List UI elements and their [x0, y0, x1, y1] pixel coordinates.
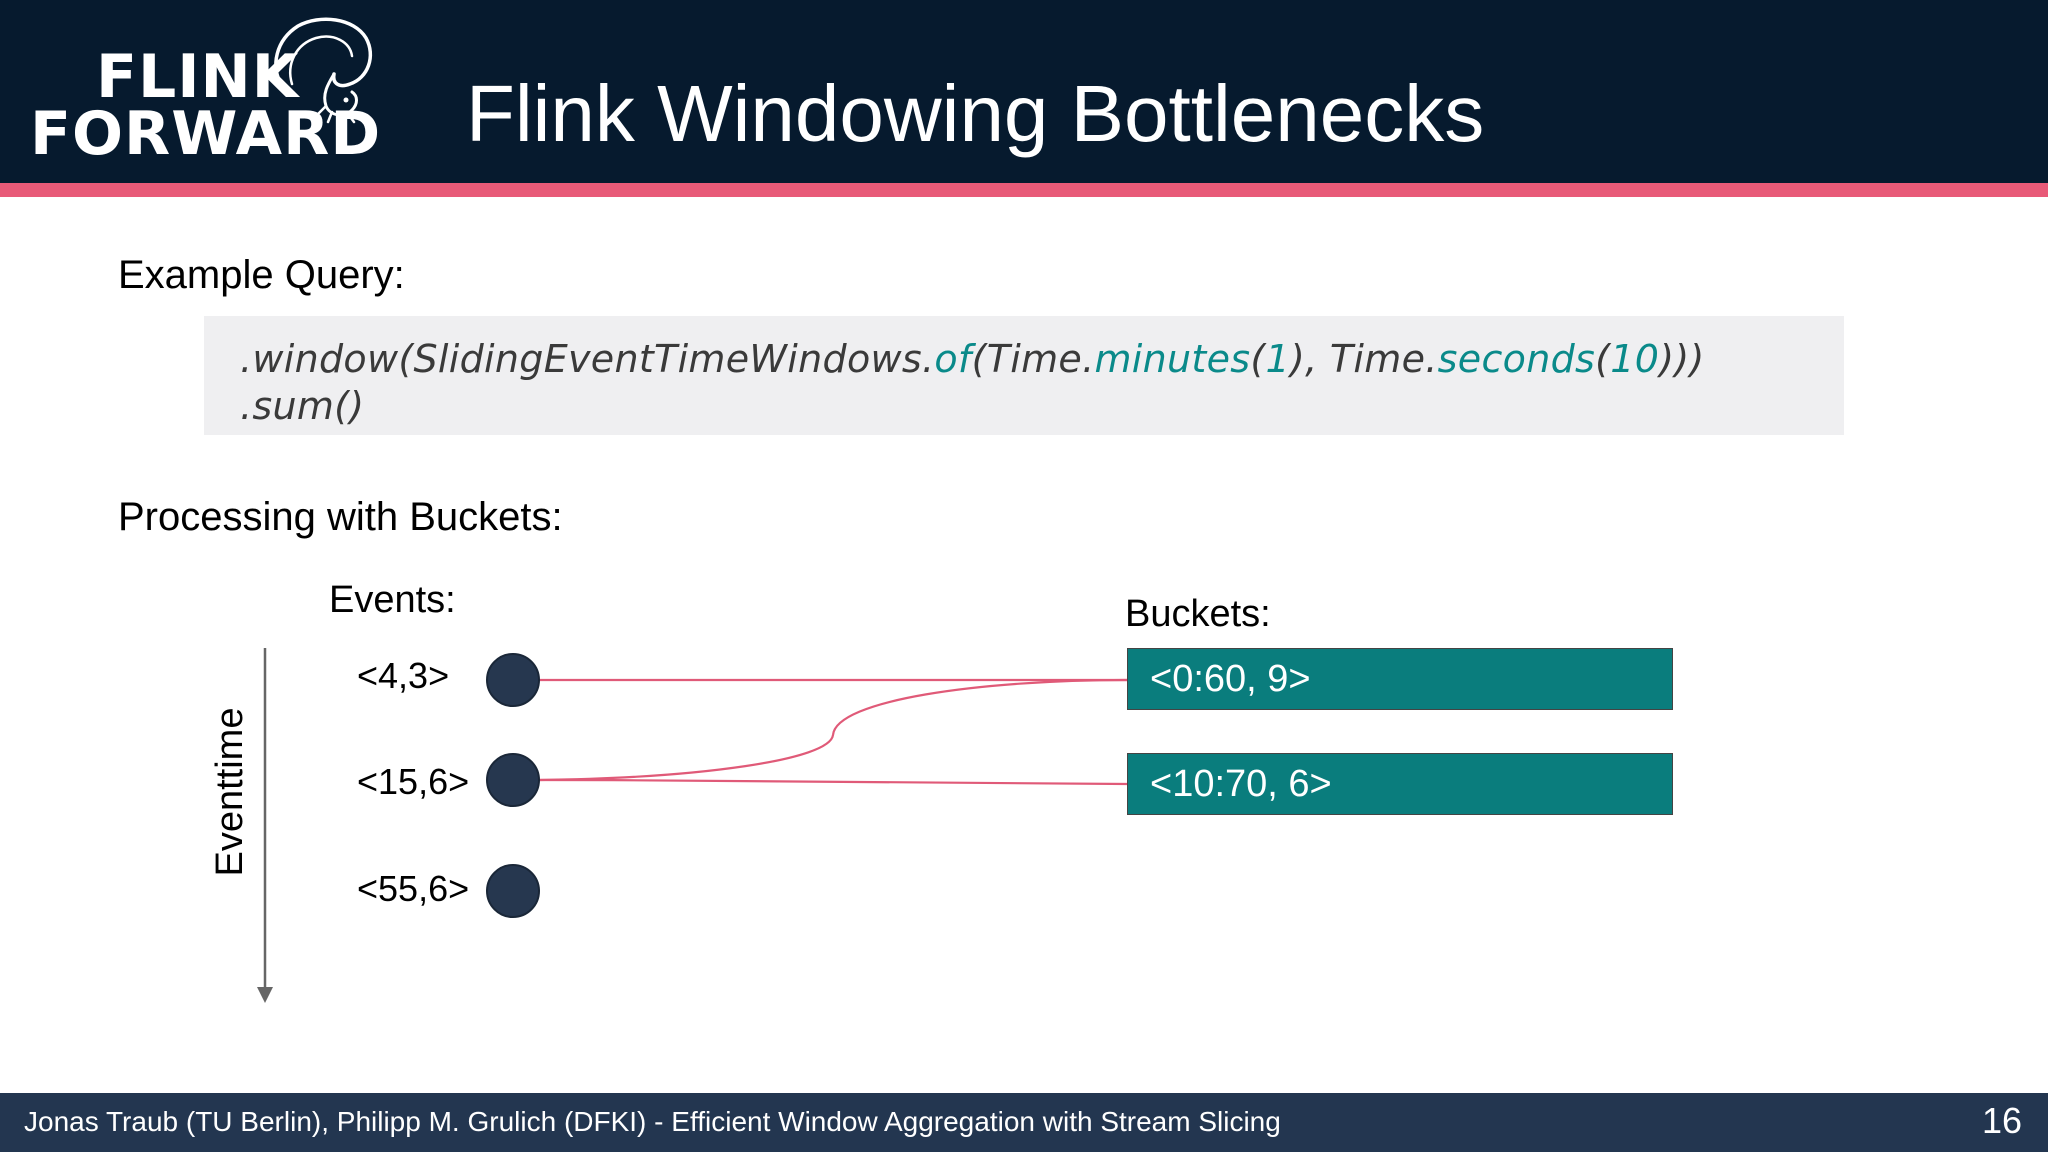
event-label: <4,3> — [357, 655, 450, 696]
eventtime-axis-label: Eventtime — [209, 707, 251, 877]
events-label: Events: — [329, 579, 456, 621]
buckets-label: Buckets: — [1125, 593, 1271, 635]
event-dot — [486, 753, 540, 807]
event-label: <55,6> — [357, 868, 470, 909]
event-dot — [486, 864, 540, 918]
code-line-window: .window(SlidingEventTimeWindows.of(Time.… — [240, 340, 1705, 378]
slide-title: Flink Windowing Bottlenecks — [466, 69, 1485, 158]
code-number-1: 1 — [1265, 337, 1291, 381]
connector-event-1-bucket-0 — [538, 678, 1128, 782]
logo-text-flink: FLINK — [96, 42, 300, 112]
code-segment: (Time. — [971, 337, 1095, 381]
bucket-label: <0:60, 9> — [1150, 658, 1311, 700]
code-line-sum: .sum() — [240, 384, 365, 428]
squirrel-icon — [274, 17, 372, 124]
code-keyword-minutes: minutes — [1094, 337, 1251, 381]
header-bar: FLINK FORWARD Flink Windowing Bottleneck… — [0, 0, 2048, 183]
bucket-label: <10:70, 6> — [1150, 763, 1332, 805]
code-block: .window(SlidingEventTimeWindows.of(Time.… — [204, 316, 1844, 435]
page-number: 16 — [1981, 1100, 2022, 1141]
bucket-box: <0:60, 9> — [1127, 648, 1673, 710]
code-keyword-seconds: seconds — [1437, 337, 1596, 381]
bucket-box: <10:70, 6> — [1127, 753, 1673, 815]
accent-bar — [0, 183, 2048, 197]
footer-bar: Jonas Traub (TU Berlin), Philipp M. Grul… — [0, 1093, 2048, 1152]
code-segment: ))) — [1659, 337, 1705, 381]
connector-event-1-bucket-1 — [538, 778, 1128, 786]
event-dot — [486, 653, 540, 707]
flink-forward-logo: FLINK FORWARD — [30, 14, 380, 164]
code-keyword-of: of — [934, 337, 972, 381]
code-number-10: 10 — [1610, 337, 1660, 381]
code-segment: .window(SlidingEventTimeWindows. — [240, 337, 935, 381]
code-segment: ( — [1250, 337, 1266, 381]
example-query-label: Example Query: — [118, 253, 405, 297]
code-segment: ), Time. — [1290, 337, 1438, 381]
logo-text-forward: FORWARD — [30, 99, 382, 169]
code-segment: ( — [1595, 337, 1611, 381]
eventtime-arrowhead — [257, 987, 273, 1003]
processing-label: Processing with Buckets: — [118, 495, 563, 539]
event-label: <15,6> — [357, 761, 470, 802]
footer-credits: Jonas Traub (TU Berlin), Philipp M. Grul… — [24, 1106, 1281, 1137]
